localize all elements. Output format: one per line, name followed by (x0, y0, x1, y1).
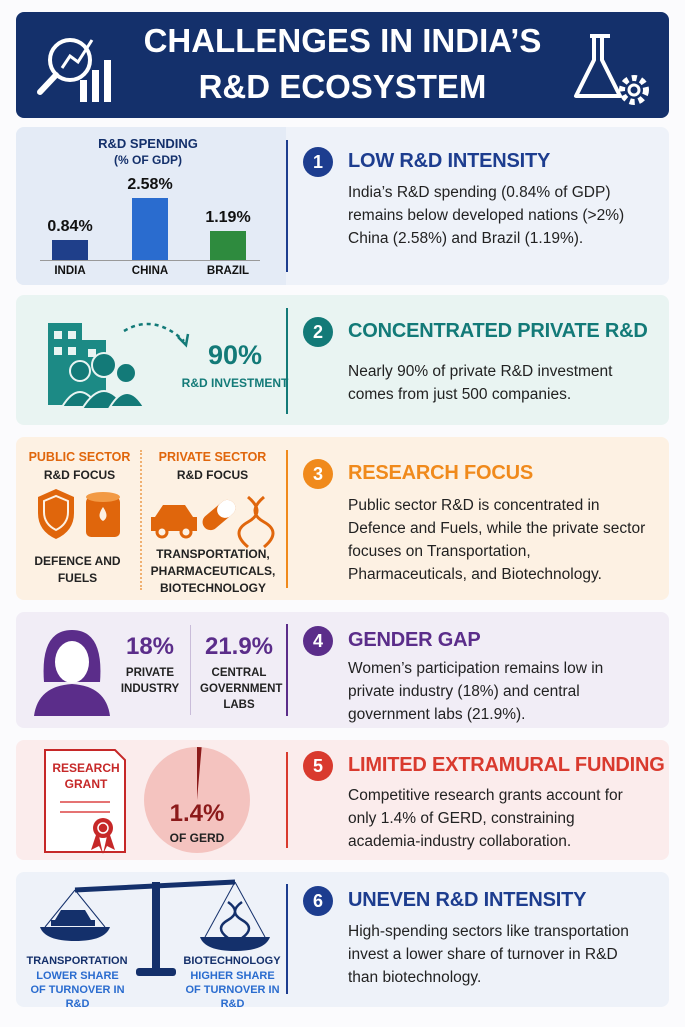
chart-baseline (40, 260, 260, 261)
certificate-label: RESEARCH GRANT (52, 761, 120, 791)
title-line: CHALLENGES IN INDIA’S (143, 22, 542, 59)
section-title: RESEARCH FOCUS (348, 462, 533, 484)
column-heading: PRIVATE SECTOR (158, 450, 267, 464)
section-number: 2 (303, 317, 333, 347)
divider (286, 308, 288, 414)
company-icon (48, 322, 190, 410)
stat-divider (190, 625, 191, 715)
woman-icon (34, 630, 110, 716)
sector-note: HIGHER SHARE OF TURNOVER IN R&D (185, 970, 280, 1010)
sector-label: TRANSPORTATION (26, 955, 128, 967)
section-body: India’s R&D spending (0.84% of GDP) rema… (348, 184, 625, 247)
divider (286, 140, 288, 272)
section-number: 4 (303, 626, 333, 656)
divider (286, 450, 288, 588)
focus-icons (38, 489, 275, 549)
column-divider (140, 450, 142, 590)
section-number: 3 (303, 459, 333, 489)
certificate-icon (44, 749, 126, 854)
section-card (16, 872, 669, 1007)
column-subheading: R&D FOCUS (176, 468, 249, 482)
focus-areas: DEFENCE AND FUELS (34, 554, 121, 585)
section-body: Women’s participation remains low in pri… (348, 660, 604, 723)
section-title: GENDER GAP (348, 629, 481, 651)
section-card (16, 612, 669, 728)
section-body: Public sector R&D is concentrated in Def… (348, 497, 646, 583)
bar (52, 239, 88, 260)
section-number: 1 (303, 147, 333, 177)
divider (286, 624, 288, 716)
column-subheading: R&D FOCUS (43, 468, 116, 482)
column-heading: PUBLIC SECTOR (28, 450, 131, 464)
sector-note: LOWER SHARE OF TURNOVER IN R&D (30, 970, 125, 1010)
stat-value: 18% (125, 633, 175, 660)
stat-label: PRIVATE INDUSTRY (120, 667, 180, 695)
section-number: 5 (303, 751, 333, 781)
category-label: BRAZIL (206, 265, 250, 277)
chart-title: R&D SPENDING (98, 136, 198, 151)
value-label: 0.84% (47, 217, 93, 235)
section-number: 6 (303, 886, 333, 916)
title-line: R&D ECOSYSTEM (198, 68, 487, 105)
value-label: 1.19% (205, 209, 251, 227)
divider (286, 884, 288, 994)
section-title: CONCENTRATED PRIVATE R&D (348, 320, 648, 342)
bar (210, 231, 246, 260)
section-body: High-spending sectors like transportatio… (348, 923, 629, 986)
header-icons (37, 34, 649, 105)
header (16, 12, 669, 118)
bar (132, 198, 168, 260)
balance-icon (40, 879, 270, 976)
stat-label: R&D INVESTMENT (181, 376, 289, 390)
section-title: LIMITED EXTRAMURAL FUNDING (348, 754, 665, 776)
section-body: Competitive research grants account for … (348, 787, 623, 850)
stat-value: 21.9% (204, 633, 274, 660)
value-label: 2.58% (127, 176, 173, 194)
divider (286, 752, 288, 848)
category-label: INDIA (54, 265, 86, 277)
pie-slice (197, 747, 202, 800)
pie-value-label: 1.4% (169, 800, 225, 827)
focus-areas: TRANSPORTATION, PHARMACEUTICALS, BIOTECH… (150, 547, 276, 595)
pie-caption: OF GERD (169, 831, 225, 845)
section-card (16, 437, 669, 600)
section-body: Nearly 90% of private R&D investment com… (348, 363, 613, 403)
stat-label: CENTRAL GOVERNMENT LABS (200, 667, 283, 711)
category-label: CHINA (131, 265, 169, 277)
stat-value: 90% (207, 340, 263, 370)
sector-label: BIOTECHNOLOGY (183, 955, 281, 967)
chart-subtitle: (% OF GDP) (114, 153, 182, 167)
section-title: UNEVEN R&D INTENSITY (348, 889, 587, 911)
section-title: LOW R&D INTENSITY (348, 150, 551, 172)
